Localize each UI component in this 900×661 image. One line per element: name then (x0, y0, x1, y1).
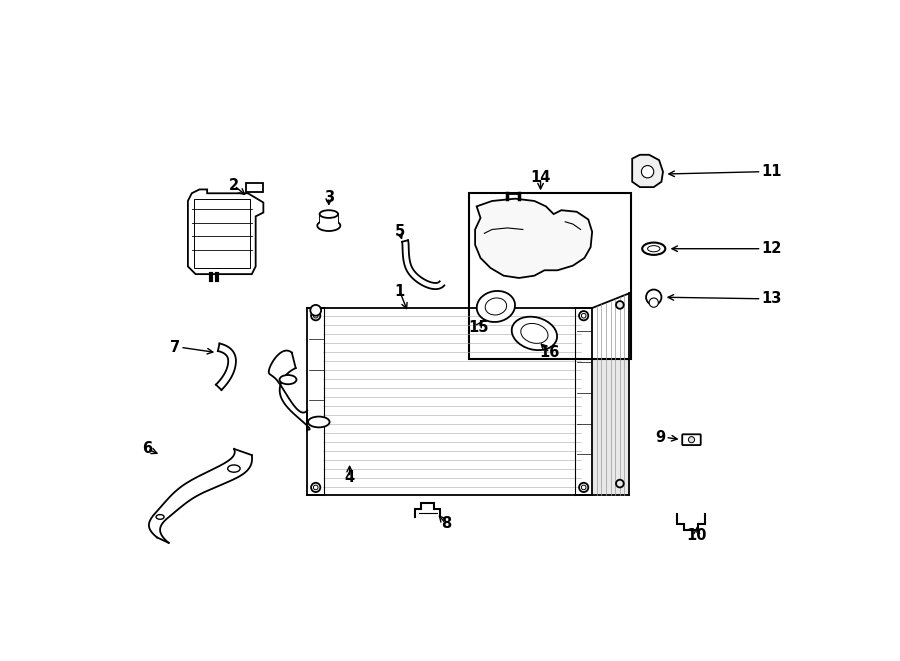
Text: 5: 5 (394, 224, 405, 239)
Bar (469, 193, 631, 359)
FancyBboxPatch shape (682, 434, 701, 445)
Circle shape (616, 480, 624, 487)
Polygon shape (188, 190, 264, 274)
Circle shape (311, 483, 320, 492)
Text: 12: 12 (761, 241, 782, 256)
Polygon shape (307, 308, 592, 495)
Text: 1: 1 (394, 284, 405, 299)
Circle shape (616, 301, 624, 309)
Bar (247, 182, 264, 192)
Text: 15: 15 (468, 320, 489, 334)
Circle shape (313, 313, 318, 318)
Circle shape (310, 305, 321, 316)
Polygon shape (592, 293, 629, 495)
Text: 3: 3 (324, 190, 334, 205)
Circle shape (311, 311, 320, 321)
Text: 7: 7 (170, 340, 180, 355)
Polygon shape (475, 199, 592, 278)
Circle shape (646, 290, 662, 305)
Ellipse shape (643, 243, 665, 255)
Text: 9: 9 (655, 430, 665, 445)
Text: 10: 10 (687, 527, 707, 543)
Polygon shape (632, 155, 663, 187)
Circle shape (649, 298, 659, 307)
Ellipse shape (280, 375, 296, 384)
Circle shape (688, 437, 695, 443)
Ellipse shape (485, 298, 507, 315)
Text: 4: 4 (345, 470, 355, 485)
Circle shape (579, 311, 589, 321)
Circle shape (581, 313, 586, 318)
Text: 14: 14 (530, 171, 551, 185)
Ellipse shape (308, 416, 329, 428)
Circle shape (581, 485, 586, 490)
Ellipse shape (320, 210, 338, 218)
Circle shape (642, 165, 653, 178)
Circle shape (579, 483, 589, 492)
Text: 13: 13 (761, 292, 782, 306)
Text: 2: 2 (229, 178, 239, 193)
Ellipse shape (512, 317, 557, 350)
Text: 16: 16 (540, 345, 560, 360)
Ellipse shape (318, 220, 340, 231)
Bar (320, 214, 338, 225)
Text: 8: 8 (441, 516, 451, 531)
Ellipse shape (477, 291, 515, 322)
Ellipse shape (521, 323, 548, 343)
Circle shape (313, 485, 318, 490)
Text: 6: 6 (142, 442, 152, 456)
Text: 11: 11 (761, 164, 782, 179)
Ellipse shape (648, 246, 660, 252)
